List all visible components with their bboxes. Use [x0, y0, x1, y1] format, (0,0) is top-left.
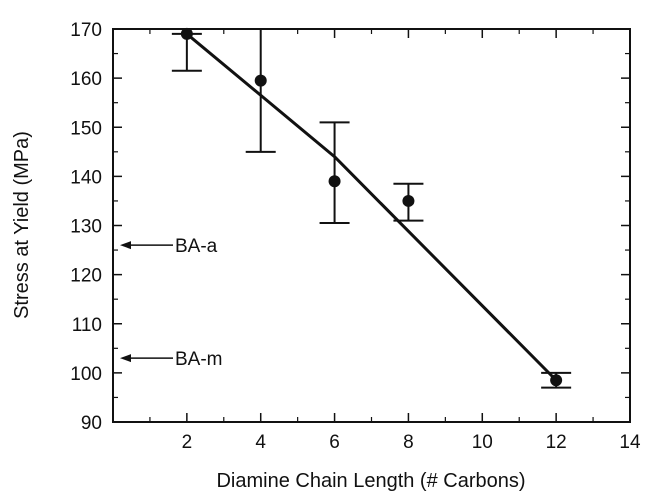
plot-frame: [112, 28, 631, 423]
y-tick-label: 130: [70, 217, 102, 238]
data-point: [180, 27, 193, 40]
x-tick-label: 4: [255, 432, 266, 453]
y-tick-label: 120: [70, 266, 102, 287]
y-tick-label: 150: [70, 118, 102, 139]
annotations: BA-a BA-m: [120, 236, 223, 370]
fit-line: [185, 32, 558, 382]
x-tick-label: 12: [546, 432, 567, 453]
x-tick-label: 6: [329, 432, 340, 453]
annotation-label: BA-m: [175, 349, 223, 370]
data-point: [550, 374, 563, 387]
annotation-arrow-head: [120, 241, 131, 250]
x-tick-label: 14: [619, 432, 641, 453]
y-tick-label: 170: [70, 20, 102, 41]
annotation-arrow-head: [120, 354, 131, 363]
x-tick-label: 10: [472, 432, 493, 453]
data-points: [180, 27, 563, 387]
data-point: [254, 74, 267, 87]
y-tick-label: 90: [81, 413, 102, 434]
x-tick-label: 8: [403, 432, 414, 453]
tick-labels: 2 4 6 8 10 12 14 90 100 110 120 130 140 150 160 170: [70, 20, 641, 453]
data-point: [328, 175, 341, 188]
x-axis-title: Diamine Chain Length (# Carbons): [216, 470, 525, 492]
y-axis-title: Stress at Yield (MPa): [11, 131, 33, 319]
y-tick-label: 160: [70, 69, 102, 90]
x-tick-label: 2: [182, 432, 193, 453]
data-point: [402, 194, 415, 207]
y-tick-label: 140: [70, 167, 102, 188]
y-tick-label: 110: [72, 315, 102, 336]
y-tick-label: 100: [70, 364, 102, 385]
annotation-label: BA-a: [175, 236, 218, 257]
fit-line-group: [185, 32, 558, 382]
